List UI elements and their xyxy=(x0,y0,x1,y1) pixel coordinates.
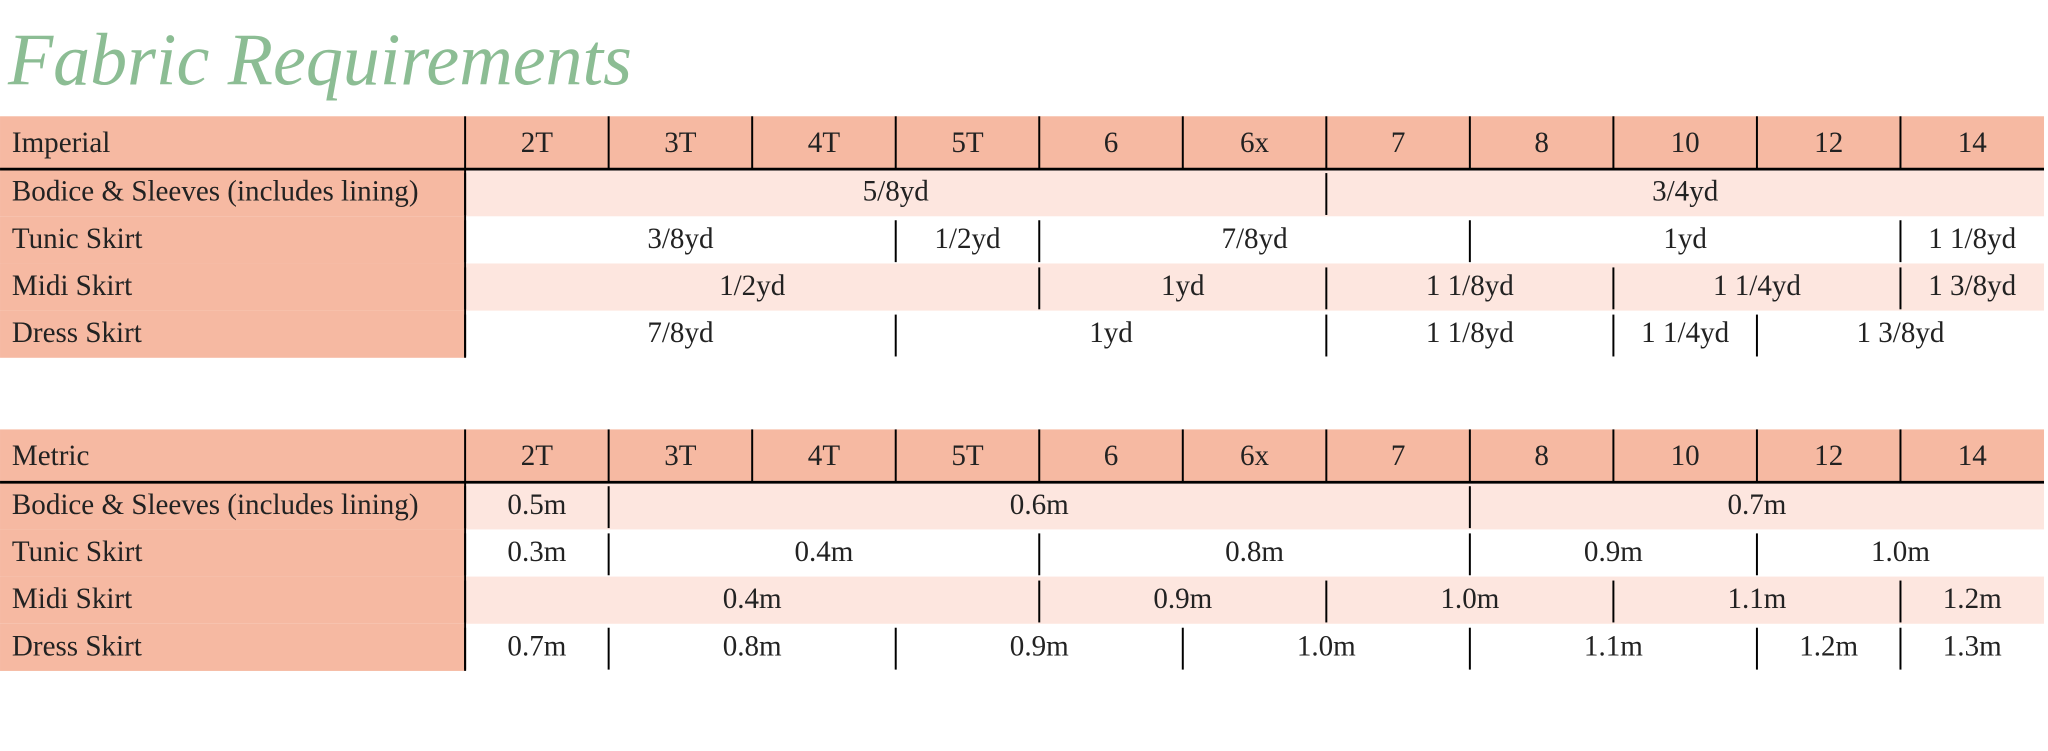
row-bg xyxy=(465,169,2045,217)
cell: 0.8m xyxy=(723,630,782,662)
row-bg xyxy=(465,482,2045,530)
row-label: Bodice & Sleeves (includes lining) xyxy=(12,176,419,208)
cell: 1 3/8yd xyxy=(1928,270,2016,302)
cell: 1yd xyxy=(1161,270,1205,302)
row-label: Bodice & Sleeves (includes lining) xyxy=(12,489,419,521)
header-bg xyxy=(0,116,2045,170)
header-cell: 6x xyxy=(1240,127,1270,159)
row-label: Dress Skirt xyxy=(12,317,142,349)
cell: 1 1/4yd xyxy=(1641,317,1729,349)
header-cell: 10 xyxy=(1671,127,1700,159)
cell: 0.7m xyxy=(1727,489,1786,521)
page-title: Fabric Requirements xyxy=(7,20,632,102)
cell: 1.2m xyxy=(1799,630,1858,662)
header-bg xyxy=(0,429,2045,483)
cell: 0.9m xyxy=(1584,536,1643,568)
header-cell: 8 xyxy=(1534,127,1549,159)
header-cell: 2T xyxy=(521,127,554,159)
cell: 1 1/8yd xyxy=(1426,317,1514,349)
header-label: Imperial xyxy=(12,127,110,159)
cell: 1yd xyxy=(1663,223,1707,255)
cell: 0.5m xyxy=(507,489,566,521)
cell: 0.4m xyxy=(723,583,782,615)
cell: 3/4yd xyxy=(1652,176,1719,208)
row-label: Tunic Skirt xyxy=(12,223,142,255)
label-bg xyxy=(0,529,466,577)
header-cell: 4T xyxy=(808,127,841,159)
cell: 1.0m xyxy=(1440,583,1499,615)
cell: 1 1/8yd xyxy=(1928,223,2016,255)
row-bg xyxy=(465,576,2045,624)
header-cell: 10 xyxy=(1671,440,1700,472)
row-label: Tunic Skirt xyxy=(12,536,142,568)
cell: 1.0m xyxy=(1297,630,1356,662)
cell: 1 1/4yd xyxy=(1713,270,1801,302)
header-cell: 4T xyxy=(808,440,841,472)
cell: 1/2yd xyxy=(934,223,1001,255)
header-cell: 7 xyxy=(1391,440,1406,472)
header-cell: 12 xyxy=(1814,440,1843,472)
cell: 1/2yd xyxy=(719,270,786,302)
header-cell: 2T xyxy=(521,440,554,472)
cell: 7/8yd xyxy=(1221,223,1288,255)
header-cell: 8 xyxy=(1534,440,1549,472)
label-bg xyxy=(0,310,466,358)
cell: 1.0m xyxy=(1871,536,1930,568)
cell: 7/8yd xyxy=(647,317,714,349)
row-label: Midi Skirt xyxy=(12,270,132,302)
label-bg xyxy=(0,482,466,530)
row-label: Midi Skirt xyxy=(12,583,132,615)
label-bg xyxy=(0,623,466,671)
header-label: Metric xyxy=(12,440,89,472)
header-cell: 7 xyxy=(1391,127,1406,159)
header-cell: 3T xyxy=(664,127,697,159)
cell: 0.3m xyxy=(507,536,566,568)
cell: 0.9m xyxy=(1153,583,1212,615)
header-cell: 14 xyxy=(1958,127,1988,159)
row-bg xyxy=(465,263,2045,311)
cell: 1.2m xyxy=(1943,583,2002,615)
cell: 0.6m xyxy=(1010,489,1069,521)
cell: 1yd xyxy=(1089,317,1133,349)
header-cell: 6 xyxy=(1104,440,1119,472)
cell: 3/8yd xyxy=(647,223,714,255)
header-cell: 6x xyxy=(1240,440,1270,472)
header-cell: 3T xyxy=(664,440,697,472)
label-bg xyxy=(0,263,466,311)
label-bg xyxy=(0,576,466,624)
label-bg xyxy=(0,169,466,217)
label-bg xyxy=(0,216,466,264)
cell: 5/8yd xyxy=(863,176,930,208)
header-cell: 14 xyxy=(1958,440,1988,472)
cell: 1.1m xyxy=(1584,630,1643,662)
cell: 0.7m xyxy=(507,630,566,662)
cell: 0.8m xyxy=(1225,536,1284,568)
cell: 1 1/8yd xyxy=(1426,270,1514,302)
header-cell: 5T xyxy=(951,127,984,159)
cell: 0.9m xyxy=(1010,630,1069,662)
cell: 1.1m xyxy=(1727,583,1786,615)
cell: 0.4m xyxy=(794,536,853,568)
cell: 1.3m xyxy=(1943,630,2002,662)
row-label: Dress Skirt xyxy=(12,630,142,662)
header-cell: 12 xyxy=(1814,127,1843,159)
header-cell: 5T xyxy=(951,440,984,472)
cell: 1 3/8yd xyxy=(1856,317,1944,349)
header-cell: 6 xyxy=(1104,127,1119,159)
